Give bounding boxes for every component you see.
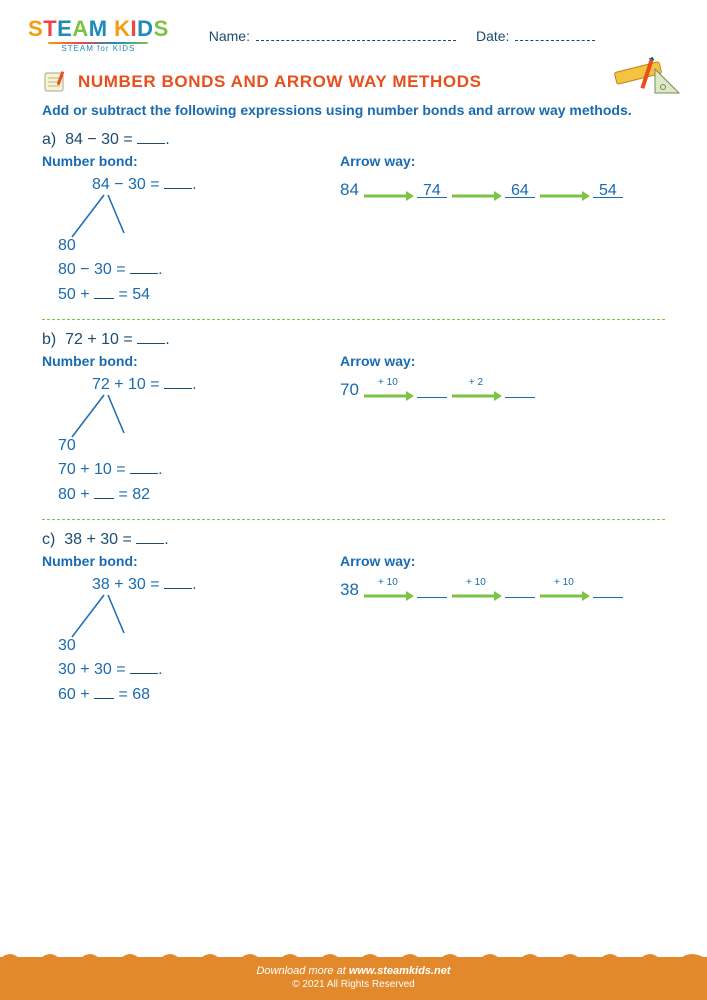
arrow-step	[362, 177, 414, 203]
footer-copyright: © 2021 All Rights Reserved	[0, 979, 707, 990]
answer-blank[interactable]	[137, 330, 165, 344]
page-title: NUMBER BONDS AND ARROW WAY METHODS	[78, 72, 482, 92]
arrow-way-heading: Arrow way:	[340, 153, 665, 175]
name-field-group: Name:	[209, 28, 456, 44]
arrow-start-value: 38	[340, 580, 359, 600]
logo-text: STEAM KIDS	[28, 18, 169, 40]
bond-step: 50 + = 54	[42, 282, 322, 307]
arrow-start-value: 84	[340, 180, 359, 200]
bond-answer-blank[interactable]	[164, 575, 192, 589]
arrow-step-label: + 10	[466, 577, 486, 589]
bond-step: 80 − 30 = .	[42, 257, 322, 282]
arrow-step: + 10	[362, 577, 414, 603]
footer-download-text: Download more at www.steamkids.net	[0, 965, 707, 977]
bond-step: 70 + 10 = .	[42, 457, 322, 482]
bond-leaf-value: 80	[58, 237, 76, 255]
footer-wave-icon	[0, 949, 707, 959]
bond-answer-blank[interactable]	[164, 175, 192, 189]
problem-b: b) 72 + 10 = .Number bond:72 + 10 = . 70…	[0, 326, 707, 513]
date-input-line[interactable]	[515, 40, 595, 41]
problem-a: a) 84 − 30 = .Number bond:84 − 30 = . 80…	[0, 126, 707, 313]
step-blank[interactable]	[130, 660, 158, 674]
main-expression: b) 72 + 10 = .	[42, 330, 665, 353]
arrow-step-label: + 10	[554, 577, 574, 589]
number-bond-heading: Number bond:	[42, 353, 322, 375]
step-blank[interactable]	[94, 685, 114, 699]
arrow-diagram: 84 74 64 54	[340, 175, 665, 203]
instructions-text: Add or subtract the following expression…	[0, 101, 707, 126]
arrow-step: + 10	[362, 377, 414, 403]
two-column-layout: Number bond:72 + 10 = . 7070 + 10 = .80 …	[42, 353, 665, 507]
footer-pre-text: Download more at	[256, 965, 348, 977]
bond-step: 80 + = 82	[42, 482, 322, 507]
ruler-pencil-icon	[611, 53, 681, 99]
arrow-step-value[interactable]	[417, 582, 447, 598]
step-blank[interactable]	[130, 260, 158, 274]
arrow-step-value[interactable]	[505, 582, 535, 598]
number-bond-heading: Number bond:	[42, 153, 322, 175]
title-row: NUMBER BONDS AND ARROW WAY METHODS	[0, 59, 707, 101]
arrow-step-label: + 10	[378, 377, 398, 389]
bond-expression: 72 + 10 = .	[92, 375, 197, 394]
section-divider	[42, 319, 665, 320]
date-field-group: Date:	[476, 28, 595, 44]
problem-c: c) 38 + 30 = .Number bond:38 + 30 = . 30…	[0, 526, 707, 713]
arrow-step-value[interactable]	[593, 582, 623, 598]
arrow-start-value: 70	[340, 380, 359, 400]
step-blank[interactable]	[130, 460, 158, 474]
two-column-layout: Number bond:38 + 30 = . 3030 + 30 = .60 …	[42, 553, 665, 707]
arrow-way-column: Arrow way:84 74 64 54	[340, 153, 665, 307]
arrow-way-column: Arrow way: 70 + 10 + 2	[340, 353, 665, 507]
number-bond-heading: Number bond:	[42, 553, 322, 575]
two-column-layout: Number bond:84 − 30 = . 8080 − 30 = .50 …	[42, 153, 665, 307]
arrow-step: + 10	[450, 577, 502, 603]
page-footer: Download more at www.steamkids.net © 202…	[0, 957, 707, 1000]
footer-link[interactable]: www.steamkids.net	[349, 965, 451, 977]
arrow-diagram: 38 + 10 + 10 + 10	[340, 575, 665, 603]
arrow-step-label: + 10	[378, 577, 398, 589]
bond-expression: 38 + 30 = .	[92, 575, 197, 594]
arrow-step	[450, 177, 502, 203]
answer-blank[interactable]	[136, 530, 164, 544]
date-label: Date:	[476, 28, 509, 44]
answer-blank[interactable]	[137, 130, 165, 144]
arrow-way-heading: Arrow way:	[340, 553, 665, 575]
number-bond-column: Number bond:84 − 30 = . 8080 − 30 = .50 …	[42, 153, 322, 307]
logo: STEAM KIDS STEAM for KIDS	[28, 18, 169, 53]
page-header: STEAM KIDS STEAM for KIDS Name: Date:	[0, 0, 707, 59]
arrow-way-heading: Arrow way:	[340, 353, 665, 375]
notepad-icon	[42, 69, 68, 95]
section-divider	[42, 519, 665, 520]
bond-answer-blank[interactable]	[164, 375, 192, 389]
name-input-line[interactable]	[256, 40, 456, 41]
step-blank[interactable]	[94, 285, 114, 299]
arrow-step-label: + 2	[469, 377, 483, 389]
main-expression: a) 84 − 30 = .	[42, 130, 665, 153]
bond-expression: 84 − 30 = .	[92, 175, 197, 194]
arrow-step: + 2	[450, 377, 502, 403]
arrow-way-column: Arrow way: 38 + 10 + 10 + 10	[340, 553, 665, 707]
arrow-step: + 10	[538, 577, 590, 603]
number-bond-column: Number bond:72 + 10 = . 7070 + 10 = .80 …	[42, 353, 322, 507]
bond-leaf-value: 30	[58, 637, 76, 655]
arrow-step	[538, 177, 590, 203]
name-label: Name:	[209, 28, 250, 44]
logo-subtitle: STEAM for KIDS	[61, 45, 135, 53]
step-blank[interactable]	[94, 485, 114, 499]
bond-step: 30 + 30 = .	[42, 657, 322, 682]
bond-step: 60 + = 68	[42, 682, 322, 707]
bond-diagram: 38 + 30 = . 30	[42, 575, 322, 657]
bond-diagram: 84 − 30 = . 80	[42, 175, 322, 257]
arrow-diagram: 70 + 10 + 2	[340, 375, 665, 403]
arrow-step-value[interactable]: 64	[505, 182, 535, 198]
problems-container: a) 84 − 30 = .Number bond:84 − 30 = . 80…	[0, 126, 707, 713]
arrow-step-value[interactable]	[505, 382, 535, 398]
arrow-step-value[interactable]	[417, 382, 447, 398]
arrow-step-value[interactable]: 54	[593, 182, 623, 198]
bond-leaf-value: 70	[58, 437, 76, 455]
main-expression: c) 38 + 30 = .	[42, 530, 665, 553]
arrow-step-value[interactable]: 74	[417, 182, 447, 198]
bond-diagram: 72 + 10 = . 70	[42, 375, 322, 457]
number-bond-column: Number bond:38 + 30 = . 3030 + 30 = .60 …	[42, 553, 322, 707]
